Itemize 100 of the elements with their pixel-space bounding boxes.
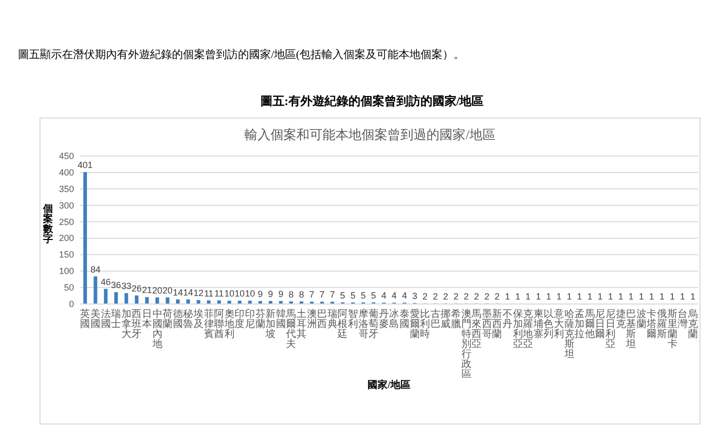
- data-label: 9: [268, 289, 274, 300]
- data-label: 1: [608, 292, 613, 302]
- x-tick-label: 新西蘭: [492, 308, 502, 340]
- x-tick-label: 波蘭: [636, 308, 646, 330]
- x-tick-label: 馬爾他: [584, 309, 595, 340]
- y-tick-label: 450: [58, 151, 74, 161]
- data-label: 1: [504, 292, 510, 302]
- x-tick-label: 馬爾代夫: [285, 309, 296, 350]
- data-label: 1: [546, 292, 552, 302]
- y-tick-label: 300: [58, 200, 74, 210]
- data-label: 401: [78, 160, 93, 170]
- data-label: 2: [422, 291, 428, 302]
- x-tick-label: 德國: [172, 309, 183, 330]
- data-label: 7: [320, 290, 325, 300]
- data-label: 14: [172, 287, 183, 298]
- data-label: 10: [244, 288, 255, 299]
- data-label: 84: [90, 264, 100, 274]
- x-tick-label: 瑞典: [327, 308, 338, 330]
- x-tick-label: 荷蘭: [162, 308, 173, 330]
- x-tick-label: 秘魯: [183, 309, 194, 330]
- x-tick-label: 土耳其: [296, 308, 306, 340]
- x-tick-label: 烏克蘭: [686, 308, 698, 340]
- x-tick-label: 斯里蘭卡: [667, 308, 678, 350]
- data-label: 2: [484, 291, 490, 302]
- data-label: 11: [204, 288, 214, 298]
- x-tick-label: 摩洛哥: [358, 308, 368, 340]
- x-tick-label: 芬蘭: [255, 308, 266, 330]
- y-tick-label: 150: [58, 250, 74, 260]
- x-tick-label: 比利時: [420, 308, 430, 340]
- data-label: 7: [309, 290, 314, 300]
- x-tick-label: 葡萄牙: [368, 308, 379, 340]
- data-label: 8: [298, 289, 304, 300]
- data-label: 3: [412, 291, 418, 302]
- y-axis-title: 個案數字: [42, 203, 54, 245]
- data-label: 5: [371, 290, 376, 300]
- data-label: 1: [515, 292, 520, 302]
- data-label: 1: [670, 292, 675, 302]
- data-label: 5: [340, 290, 346, 300]
- x-tick-label: 新加坡: [264, 308, 276, 340]
- x-tick-label: 柬埔寨: [532, 308, 544, 340]
- x-tick-label: 奧地利: [223, 308, 234, 340]
- x-tick-label: 俄羅斯: [656, 308, 667, 340]
- x-tick-label: 智利: [348, 308, 358, 330]
- data-label: 1: [680, 292, 686, 302]
- data-label: 1: [690, 292, 696, 302]
- x-tick-label: 澳門特別行政區: [461, 308, 472, 380]
- y-tick-label: 200: [58, 233, 74, 244]
- data-label: 36: [111, 280, 122, 290]
- data-label: 1: [577, 292, 582, 302]
- y-tick-label: 350: [58, 184, 74, 194]
- data-label: 2: [464, 291, 469, 302]
- y-tick-label: 400: [58, 167, 74, 178]
- data-label: 1: [587, 292, 592, 302]
- data-label: 1: [566, 292, 572, 302]
- data-label: 21: [142, 285, 152, 296]
- x-tick-label: 加拿大: [121, 308, 132, 340]
- x-tick-label: 孟加拉: [574, 309, 585, 340]
- data-label: 1: [556, 292, 562, 302]
- data-label: 12: [193, 288, 204, 298]
- x-tick-label: 墨西哥: [482, 309, 492, 340]
- data-label: 46: [100, 276, 111, 287]
- x-tick-label: 意大利: [552, 308, 564, 340]
- x-tick-label: 瑞士: [111, 308, 122, 330]
- text: 圖五顯示在潛伏期內有外遊紀錄的個案曾到訪的國家/地區(包括輸入個案及可能本地個案）。: [18, 48, 465, 61]
- x-tick-label: 美國: [90, 308, 100, 330]
- x-tick-label: 尼日利亞: [605, 309, 616, 350]
- x-axis-title: 國家/地區: [368, 379, 410, 391]
- x-tick-label: 巴基斯坦: [625, 309, 636, 350]
- data-label: 10: [224, 288, 234, 299]
- data-label: 9: [258, 289, 263, 300]
- data-label: 10: [234, 288, 245, 299]
- x-tick-label: 古巴: [430, 308, 440, 330]
- x-tick-label: 中國內地: [151, 308, 162, 350]
- x-tick-label: 印尼: [244, 308, 255, 330]
- data-label: 9: [278, 289, 284, 300]
- data-label: 2: [443, 291, 448, 302]
- y-tick-label: 50: [64, 282, 74, 293]
- y-tick-label: 250: [58, 216, 74, 227]
- data-label: 1: [659, 292, 664, 302]
- data-label: 2: [432, 291, 438, 302]
- y-tick-label: 100: [58, 266, 74, 276]
- data-label: 4: [392, 290, 397, 301]
- x-tick-label: 尼日爾: [595, 309, 606, 340]
- x-tick-label: 以色列: [544, 308, 554, 340]
- x-tick-label: 阿聯酋: [214, 309, 224, 340]
- data-label: 1: [536, 292, 541, 302]
- x-tick-label: 馬來西亞: [470, 309, 482, 350]
- x-tick-label: 捷克: [616, 308, 626, 330]
- x-tick-label: 英國: [80, 308, 90, 330]
- x-tick-label: 台灣: [678, 308, 688, 330]
- x-tick-label: 巴西: [317, 309, 328, 330]
- data-label: 2: [453, 291, 458, 302]
- x-tick-label: 不丹: [502, 309, 512, 330]
- data-label: 1: [618, 292, 624, 302]
- x-tick-label: 丹麥: [378, 309, 389, 330]
- x-tick-label: 日本: [142, 309, 152, 330]
- x-tick-label: 克羅地亞: [522, 308, 534, 350]
- data-label: 26: [132, 283, 142, 294]
- x-tick-label: 法國: [100, 308, 111, 330]
- x-tick-label: 西班牙: [132, 309, 142, 340]
